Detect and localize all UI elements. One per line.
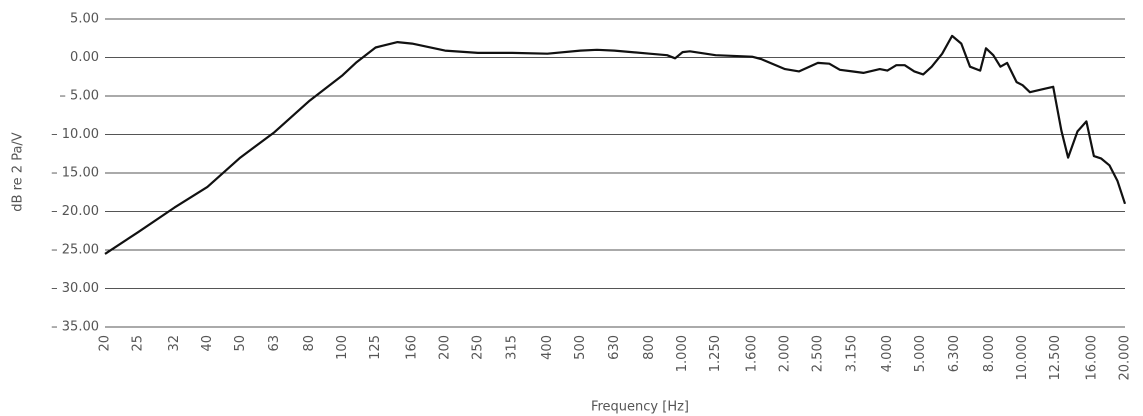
- x-tick-label: 50: [233, 335, 248, 352]
- x-tick-label: 5.000: [913, 335, 928, 372]
- x-tick-label: 25: [130, 335, 145, 352]
- x-tick-label: 40: [200, 335, 215, 352]
- y-tick-label: – 5.00: [59, 89, 99, 104]
- x-tick-label: 16.000: [1085, 335, 1100, 381]
- x-tick-label: 2.500: [810, 335, 825, 372]
- y-tick-label: – 30.00: [51, 281, 99, 296]
- x-tick-label: 20.000: [1118, 335, 1133, 381]
- y-tick-label: 0.00: [70, 50, 99, 65]
- x-tick-label: 315: [505, 335, 520, 360]
- line: [104, 34, 1127, 255]
- x-tick-label: 32: [167, 335, 182, 352]
- y-tick-label: – 15.00: [51, 166, 99, 181]
- y-tick-label: – 20.00: [51, 204, 99, 219]
- y-tick-label: – 25.00: [51, 243, 99, 258]
- x-tick-label: 20: [98, 335, 113, 352]
- x-tick-label: 250: [470, 335, 485, 360]
- x-tick-label: 1.600: [745, 335, 760, 372]
- x-tick-label: 3.150: [845, 335, 860, 372]
- x-tick-label: 500: [573, 335, 588, 360]
- x-tick-label: 10.000: [1015, 335, 1030, 381]
- y-tick-label: 5.00: [70, 12, 99, 27]
- y-tick-label: – 10.00: [51, 127, 99, 142]
- x-tick-label: 2.000: [778, 335, 793, 372]
- x-tick-label: 1.000: [675, 335, 690, 372]
- x-axis-title: Frequency [Hz]: [591, 400, 689, 415]
- x-tick-label: 160: [405, 335, 420, 360]
- x-tick-label: 63: [267, 335, 282, 352]
- x-tick-label: 4.000: [880, 335, 895, 372]
- x-tick-label: 1.250: [708, 335, 723, 372]
- x-tick-label: 8.000: [982, 335, 997, 372]
- y-tick-label: – 35.00: [51, 320, 99, 335]
- x-tick-label: 200: [438, 335, 453, 360]
- x-tick-label: 12.500: [1048, 335, 1063, 381]
- x-tick-label: 125: [368, 335, 383, 360]
- x-tick-label: 800: [642, 335, 657, 360]
- x-tick-label: 100: [335, 335, 350, 360]
- y-axis-title: dB re 2 Pa/V: [11, 132, 26, 211]
- x-tick-label: 400: [540, 335, 555, 360]
- x-tick-label: 6.300: [947, 335, 962, 372]
- x-tick-label: 630: [607, 335, 622, 360]
- x-tick-label: 80: [302, 335, 317, 352]
